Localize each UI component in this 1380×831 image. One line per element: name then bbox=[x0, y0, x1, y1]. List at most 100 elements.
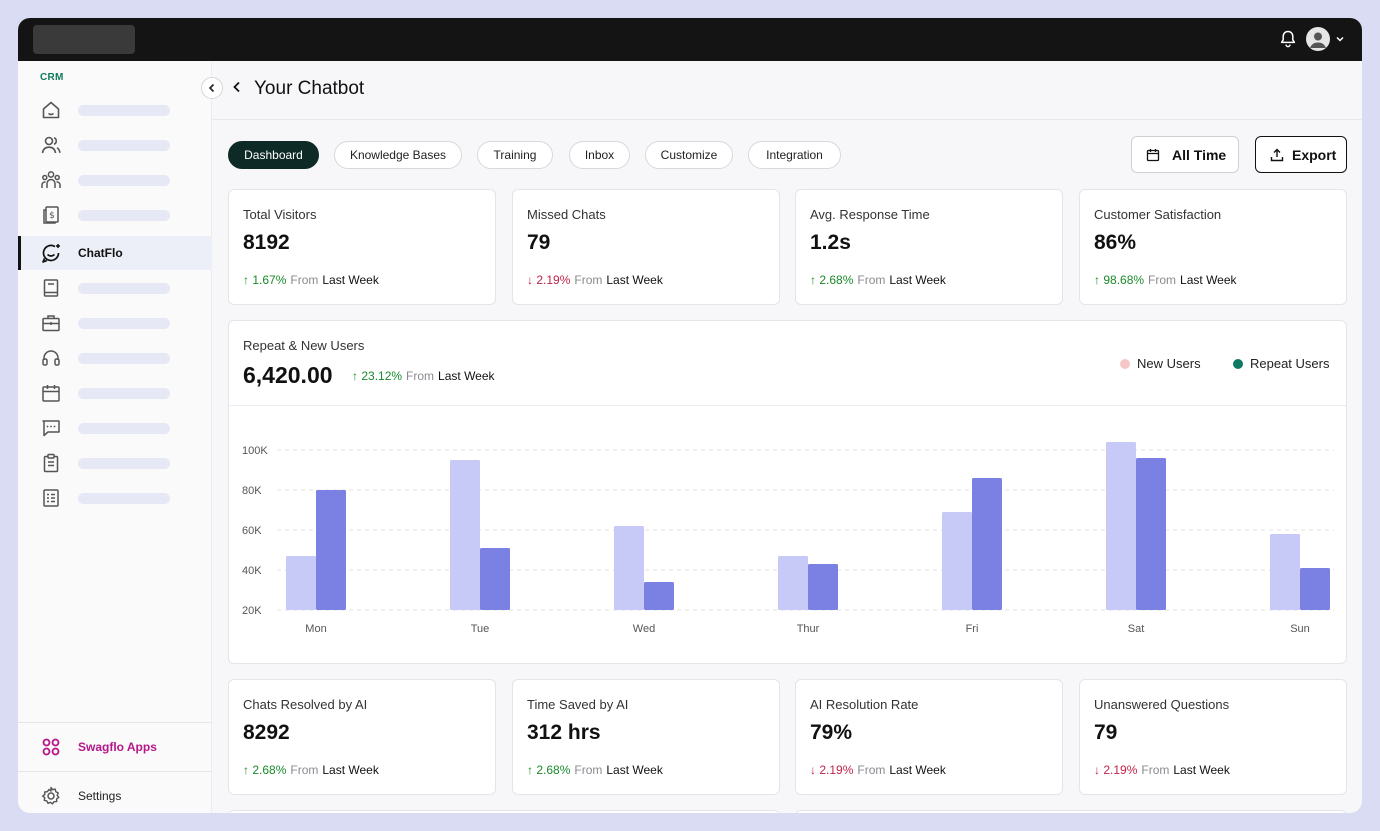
tab-customize[interactable]: Customize bbox=[645, 141, 733, 169]
sidebar-item-support[interactable] bbox=[18, 341, 212, 375]
user-avatar[interactable] bbox=[1306, 27, 1330, 51]
tab-inbox[interactable]: Inbox bbox=[569, 141, 630, 169]
stat-card-missed-chats: Missed Chats 79 ↓ 2.19% From Last Week bbox=[512, 189, 780, 305]
tab-knowledge-bases[interactable]: Knowledge Bases bbox=[334, 141, 462, 169]
stat-value: 8192 bbox=[243, 231, 290, 254]
change-percent: 1.67% bbox=[252, 273, 287, 287]
sidebar-item-home[interactable] bbox=[18, 93, 212, 127]
sidebar-item-label-placeholder bbox=[78, 458, 170, 469]
next-card-peek bbox=[795, 810, 1347, 813]
sidebar-section-title: CRM bbox=[40, 72, 64, 83]
arrow-down-icon: ↓ bbox=[527, 273, 533, 287]
change-percent: 2.68% bbox=[536, 763, 571, 777]
arrow-down-icon: ↓ bbox=[810, 763, 816, 777]
change-percent: 2.68% bbox=[819, 273, 854, 287]
from-label: From bbox=[857, 763, 886, 777]
chevron-down-icon[interactable] bbox=[1334, 33, 1346, 45]
stat-title: Total Visitors bbox=[243, 207, 317, 222]
date-range-label: All Time bbox=[1172, 147, 1227, 163]
stat-title: Time Saved by AI bbox=[527, 697, 629, 712]
sidebar-collapse-button[interactable] bbox=[201, 77, 223, 99]
y-tick-label: 80K bbox=[242, 485, 262, 497]
calendar-icon bbox=[42, 385, 60, 402]
stat-card-customer-satisfaction: Customer Satisfaction 86% ↑ 98.68% From La… bbox=[1079, 189, 1347, 305]
period-label: Last Week bbox=[889, 763, 946, 777]
bar-repeat-users bbox=[972, 478, 1002, 610]
header-divider bbox=[212, 119, 1362, 120]
sidebar-item-users[interactable] bbox=[18, 128, 212, 162]
export-label: Export bbox=[1292, 147, 1337, 163]
sidebar-item-team[interactable] bbox=[18, 163, 212, 197]
bar-chart: 100K 80K 60K 40K 20K Mon Tue Wed Thur Fri Sat Sun bbox=[242, 442, 1334, 635]
headset-icon bbox=[42, 350, 60, 366]
app-window: CRM $ ChatFlo bbox=[18, 18, 1362, 813]
swagflo-apps-link[interactable]: Swagflo Apps bbox=[18, 730, 212, 764]
stat-change: ↑ 2.68% From Last Week bbox=[810, 273, 946, 287]
bar-repeat-users bbox=[808, 564, 838, 610]
bar-new-users bbox=[778, 556, 808, 610]
bar-new-users bbox=[1106, 442, 1136, 610]
chevron-left-icon bbox=[208, 83, 215, 93]
change-percent: 2.68% bbox=[252, 763, 287, 777]
sidebar-item-label-placeholder bbox=[78, 388, 170, 399]
stat-change: ↓ 2.19% From Last Week bbox=[527, 273, 663, 287]
export-button[interactable]: Export bbox=[1255, 136, 1347, 173]
stat-title: Missed Chats bbox=[527, 207, 606, 222]
sidebar-item-label-placeholder bbox=[78, 140, 170, 151]
sidebar-item-reports[interactable] bbox=[18, 481, 212, 515]
arrow-up-icon: ↑ bbox=[243, 273, 249, 287]
from-label: From bbox=[1148, 273, 1177, 287]
change-percent: 2.19% bbox=[1103, 763, 1138, 777]
sidebar-item-invoices[interactable]: $ bbox=[18, 198, 212, 232]
sidebar-divider bbox=[18, 722, 212, 723]
legend-dot-repeat-users bbox=[1233, 359, 1243, 369]
top-bar bbox=[18, 18, 1362, 61]
back-arrow-icon[interactable] bbox=[230, 80, 244, 94]
tab-integration[interactable]: Integration bbox=[748, 141, 841, 169]
bar-new-users bbox=[614, 526, 644, 610]
chart-total-value: 6,420.00 bbox=[243, 362, 333, 388]
repeat-new-users-card: Repeat & New Users 6,420.00 ↑ 23.12% From… bbox=[228, 320, 1347, 664]
chart-divider bbox=[229, 405, 1346, 406]
stat-value: 86% bbox=[1094, 231, 1137, 254]
sidebar-item-jobs[interactable] bbox=[18, 306, 212, 340]
sidebar-item-knowledge[interactable] bbox=[18, 271, 212, 305]
change-percent: 2.19% bbox=[819, 763, 854, 777]
sidebar-item-calendar[interactable] bbox=[18, 376, 212, 410]
x-tick-label: Tue bbox=[471, 623, 490, 635]
tab-dashboard[interactable]: Dashboard bbox=[228, 141, 319, 169]
stat-change: ↑ 1.67% From Last Week bbox=[243, 273, 379, 287]
date-range-button[interactable]: All Time bbox=[1131, 136, 1239, 173]
x-tick-label: Sun bbox=[1290, 623, 1310, 635]
from-label: From bbox=[290, 763, 319, 777]
clipboard-icon bbox=[43, 453, 59, 473]
sidebar-item-messages[interactable] bbox=[18, 411, 212, 445]
next-card-peek bbox=[228, 810, 780, 813]
legend-dot-new-users bbox=[1120, 359, 1130, 369]
sidebar-item-label-placeholder bbox=[78, 423, 170, 434]
team-icon bbox=[41, 171, 61, 188]
arrow-up-icon: ↑ bbox=[527, 763, 533, 777]
change-percent: 2.19% bbox=[536, 273, 571, 287]
y-tick-label: 100K bbox=[242, 445, 268, 457]
change-percent: 98.68% bbox=[1103, 273, 1145, 287]
tab-training[interactable]: Training bbox=[477, 141, 553, 169]
period-label: Last Week bbox=[322, 763, 379, 777]
period-label: Last Week bbox=[606, 273, 663, 287]
settings-link[interactable]: Settings bbox=[18, 779, 212, 813]
stat-value: 79% bbox=[810, 721, 853, 744]
sidebar-item-label-placeholder bbox=[78, 318, 170, 329]
bar-repeat-users bbox=[480, 548, 510, 610]
apps-grid-icon bbox=[42, 738, 60, 756]
period-label: Last Week bbox=[1173, 763, 1230, 777]
from-label: From bbox=[290, 273, 319, 287]
sidebar-item-tasks[interactable] bbox=[18, 446, 212, 480]
stat-card-avg-response-time: Avg. Response Time 1.2s ↑ 2.68% From Last … bbox=[795, 189, 1063, 305]
stat-card-ai-resolution-rate: AI Resolution Rate 79% ↓ 2.19% From Last W… bbox=[795, 679, 1063, 795]
sidebar-item-label-placeholder bbox=[78, 283, 170, 294]
notification-bell-icon[interactable] bbox=[1278, 29, 1298, 49]
sidebar-item-chatflo[interactable]: ChatFlo bbox=[18, 236, 212, 270]
arrow-up-icon: ↑ bbox=[352, 369, 358, 383]
from-label: From bbox=[857, 273, 886, 287]
bar-new-users bbox=[942, 512, 972, 610]
